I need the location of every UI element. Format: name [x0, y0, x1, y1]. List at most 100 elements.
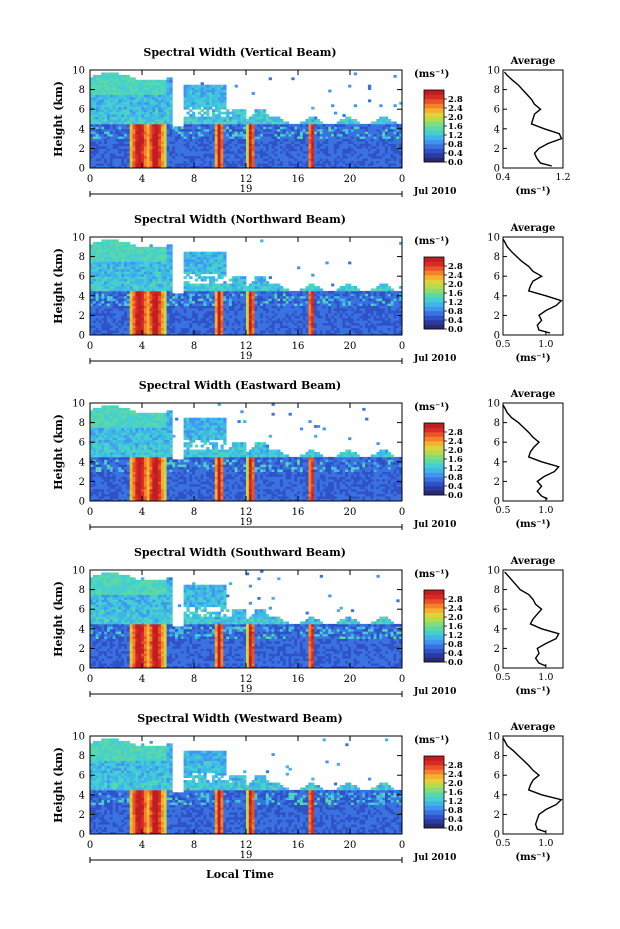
heatmap-cell — [200, 87, 204, 90]
heatmap-cell — [214, 312, 219, 316]
heatmap-cell — [175, 138, 179, 142]
heatmap-cell — [155, 271, 159, 275]
heatmap-cell — [109, 136, 114, 139]
heatmap-cell — [163, 315, 167, 319]
heatmap-cell — [166, 278, 170, 282]
heatmap-cell — [160, 104, 165, 108]
heatmap-cell — [90, 330, 94, 333]
heatmap-cell — [109, 89, 114, 93]
heatmap-cell — [248, 295, 253, 299]
heatmap-cell — [92, 322, 97, 326]
heatmap-cell — [214, 320, 219, 324]
heatmap-cell — [192, 290, 196, 294]
heatmap-cell — [158, 131, 162, 135]
heatmap-cell — [138, 126, 142, 130]
heatmap-cell — [104, 308, 108, 311]
heatmap-cell — [112, 332, 116, 336]
heatmap-cell — [260, 303, 264, 306]
heatmap-cell — [118, 79, 122, 83]
heatmap-cell — [124, 121, 128, 125]
heatmap-cell — [319, 131, 323, 135]
heatmap-cell — [243, 145, 247, 149]
heatmap-cell — [197, 92, 202, 95]
colorbar-segment — [424, 121, 444, 127]
heatmap-cell — [367, 153, 372, 157]
heatmap-cell — [339, 143, 343, 147]
heatmap-cell — [234, 126, 238, 130]
heatmap-cell — [121, 96, 125, 100]
heatmap-cell — [356, 143, 360, 147]
heatmap-cell — [399, 133, 403, 137]
heatmap-cell — [319, 123, 323, 127]
heatmap-cell — [146, 303, 150, 306]
heatmap-cell — [158, 295, 162, 299]
heatmap-cell — [146, 315, 150, 319]
heatmap-cell — [121, 286, 125, 289]
heatmap-cell — [149, 300, 153, 304]
heatmap-cell — [331, 158, 335, 162]
heatmap-cell — [124, 126, 128, 130]
heatmap-cell — [228, 300, 233, 304]
heatmap-cell — [138, 111, 142, 115]
heatmap-cell — [206, 133, 210, 137]
heatmap-cell — [265, 305, 270, 309]
heatmap-cell — [152, 320, 156, 324]
heatmap-cell — [95, 131, 99, 135]
heatmap-cell — [237, 325, 241, 329]
heatmap-cell — [124, 77, 128, 81]
heatmap-cell — [90, 158, 94, 162]
heatmap-cell — [209, 138, 213, 142]
heatmap-cell — [305, 138, 309, 142]
heatmap-cell — [217, 106, 221, 110]
heatmap-cell — [146, 281, 150, 284]
heatmap-cell — [234, 111, 238, 115]
heatmap-cell — [231, 165, 236, 169]
heatmap-cell — [166, 160, 170, 164]
heatmap-cell — [163, 136, 167, 139]
average-profile-line — [503, 71, 563, 167]
heatmap-cell — [126, 303, 131, 306]
heatmap-cell — [234, 165, 238, 169]
heatmap-cell — [353, 150, 358, 154]
heatmap-cell — [95, 271, 99, 275]
heatmap-cell — [370, 158, 375, 162]
heatmap-cell — [141, 310, 145, 314]
heatmap-cell — [104, 82, 108, 86]
heatmap-cell — [260, 317, 264, 321]
heatmap-cell — [246, 327, 250, 331]
heatmap-cell — [163, 271, 167, 275]
heatmap-cell — [231, 111, 236, 115]
heatmap-cell — [132, 320, 136, 324]
heatmap-cell — [92, 315, 97, 319]
heatmap-cell — [197, 293, 202, 297]
heatmap-cell — [126, 290, 131, 294]
heatmap-cell — [223, 104, 227, 108]
heatmap-cell — [220, 111, 224, 115]
heatmap-cell — [197, 317, 202, 321]
heatmap-cell — [118, 114, 122, 117]
heatmap-cell — [183, 133, 187, 137]
heatmap-cell — [243, 150, 247, 154]
heatmap-cell — [231, 305, 236, 309]
heatmap-cell — [101, 249, 105, 253]
heatmap-cell — [129, 131, 133, 135]
heatmap-cell — [138, 276, 142, 280]
heatmap-cell — [353, 143, 358, 147]
heatmap-cell — [92, 150, 97, 154]
heatmap-cell — [206, 261, 210, 265]
heatmap-cell — [158, 305, 162, 309]
heatmap-cell — [155, 126, 159, 130]
heatmap-cell — [138, 298, 142, 302]
heatmap-cell — [175, 300, 179, 304]
heatmap-cell — [92, 273, 97, 277]
heatmap-cell — [132, 136, 136, 139]
heatmap-cell — [379, 131, 383, 135]
heatmap-cell — [169, 263, 173, 267]
heatmap-cell — [112, 305, 116, 309]
heatmap-cell — [141, 320, 145, 324]
heatmap-cell — [95, 263, 99, 267]
heatmap-cell — [206, 268, 210, 272]
heatmap-cell — [129, 158, 133, 162]
heatmap-cell — [121, 116, 125, 120]
heatmap-cell — [189, 89, 193, 93]
